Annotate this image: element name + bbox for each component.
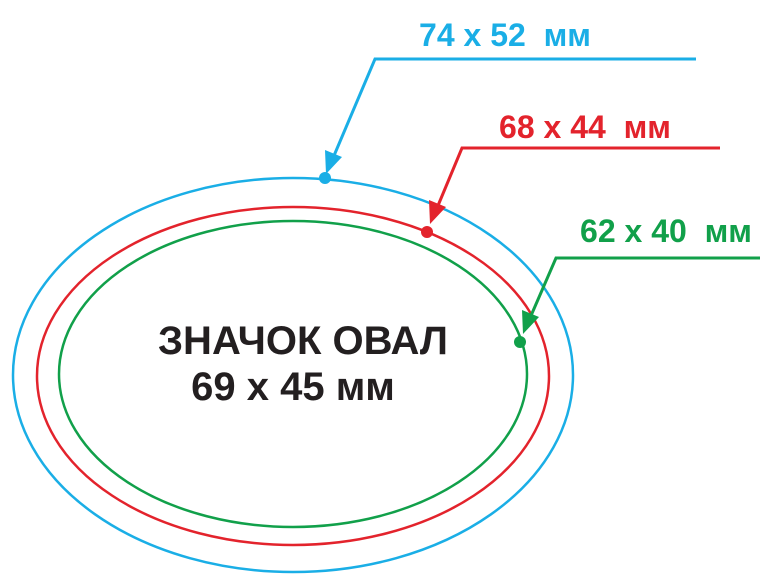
- inner-oval: [57, 219, 529, 529]
- blue-leader: [319, 57, 696, 184]
- outer-oval: [11, 176, 575, 574]
- green-leader: [514, 256, 760, 348]
- middle-oval: [35, 205, 551, 547]
- red-leader: [421, 146, 720, 238]
- badge-size: 69 x 45 мм: [191, 365, 395, 409]
- size-label: 62 x 40 мм: [580, 213, 752, 249]
- size-label: 74 x 52 мм: [419, 17, 591, 53]
- size-label: 68 x 44 мм: [499, 109, 671, 145]
- badge-title: ЗНАЧОК ОВАЛ: [158, 319, 448, 363]
